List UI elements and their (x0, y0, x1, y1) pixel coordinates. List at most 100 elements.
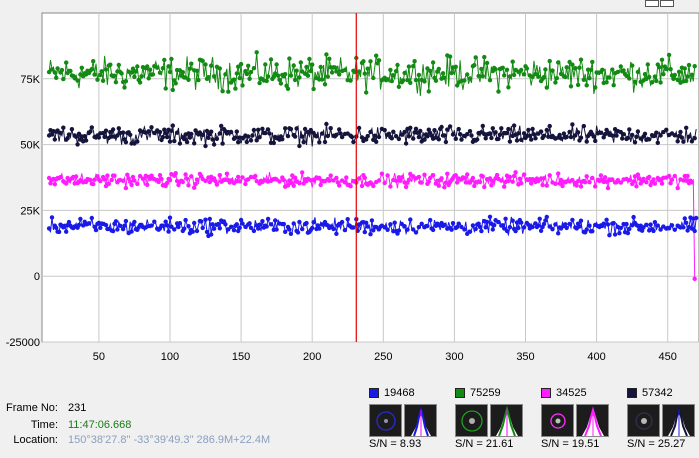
data-point (209, 232, 214, 237)
data-point (406, 134, 412, 139)
signal-to-noise: S/N = 25.27 (627, 438, 686, 450)
data-point (223, 222, 228, 227)
data-point (519, 181, 524, 186)
data-point (86, 221, 92, 226)
data-point (668, 181, 673, 186)
data-point (123, 79, 129, 84)
data-point (604, 217, 609, 222)
data-point (567, 129, 572, 135)
star-image-thumbnail[interactable] (369, 404, 402, 437)
data-point (530, 74, 535, 80)
data-point (324, 52, 329, 57)
x-tick-label: 150 (232, 351, 250, 363)
data-point (98, 225, 103, 230)
star-panel-4[interactable]: 57342 S/N = 25.27 (627, 387, 699, 458)
light-curve-chart[interactable]: 75K 50K 25K 0 -25000 50 100 150 200 250 300 350 400 4… (0, 0, 699, 368)
data-point (236, 64, 241, 69)
star-image-thumbnail[interactable] (627, 404, 660, 437)
data-point (538, 228, 544, 233)
data-point (177, 141, 183, 146)
series-line (46, 50, 697, 97)
data-point (598, 173, 604, 178)
data-point (408, 171, 413, 177)
star-image-thumbnail[interactable] (455, 404, 488, 437)
data-point (240, 83, 245, 88)
data-point (419, 180, 424, 185)
scroll-up-button[interactable] (645, 0, 659, 7)
data-point (675, 77, 680, 83)
data-point (123, 140, 129, 145)
data-point (176, 224, 181, 230)
data-point (123, 218, 129, 224)
data-point (49, 67, 55, 72)
star-color-swatch (541, 388, 551, 398)
data-point (317, 140, 322, 145)
scroll-down-button[interactable] (660, 0, 674, 7)
data-point (246, 134, 251, 139)
data-point (254, 138, 259, 143)
data-point (200, 132, 205, 138)
data-point (496, 136, 501, 141)
data-point (135, 64, 140, 69)
data-point (504, 228, 510, 234)
data-point (584, 174, 589, 179)
star-psf-thumbnail[interactable] (404, 404, 437, 437)
data-point (513, 228, 518, 234)
data-point (678, 129, 683, 135)
data-point (58, 174, 63, 180)
data-point (237, 179, 242, 184)
data-point (237, 225, 242, 230)
data-point (56, 229, 62, 235)
data-point (615, 69, 621, 75)
data-point (388, 67, 393, 73)
data-point (49, 215, 55, 220)
data-point (167, 69, 173, 75)
data-point (264, 78, 269, 84)
data-point (647, 74, 652, 80)
data-point (310, 225, 315, 231)
data-point (172, 227, 177, 232)
star-panel-3[interactable]: 34525 S/N = 19.51 (541, 387, 621, 458)
data-point (240, 135, 245, 141)
data-point (511, 123, 517, 128)
data-point (583, 180, 588, 185)
data-point (425, 223, 430, 229)
data-point (98, 72, 103, 78)
data-point (356, 176, 362, 181)
data-point (570, 62, 575, 67)
data-point (308, 127, 313, 133)
data-point (489, 135, 494, 141)
data-point (472, 62, 477, 68)
data-point (273, 218, 278, 223)
star-image-thumbnail[interactable] (541, 404, 574, 437)
data-point (526, 127, 531, 133)
data-point (305, 73, 311, 78)
data-point (302, 126, 308, 132)
data-point (480, 123, 485, 129)
data-point (73, 174, 79, 179)
data-point (374, 53, 379, 58)
data-point (155, 65, 160, 70)
data-point (364, 137, 369, 142)
star-panel-1[interactable]: 19468 S/N = 8.93 (369, 387, 449, 458)
data-point (368, 129, 373, 135)
x-tick-label: 350 (516, 351, 534, 363)
data-point (652, 74, 658, 79)
star-psf-thumbnail[interactable] (576, 404, 609, 437)
star-psf-thumbnail[interactable] (662, 404, 695, 437)
data-point (83, 138, 89, 143)
data-point (405, 77, 410, 83)
data-point (479, 228, 484, 234)
data-point (610, 67, 615, 72)
data-point (63, 181, 69, 186)
data-point (349, 134, 355, 140)
data-point (194, 177, 200, 182)
star-psf-thumbnail[interactable] (490, 404, 523, 437)
star-panel-2[interactable]: 75259 S/N = 21.61 (455, 387, 535, 458)
data-point (283, 72, 288, 77)
data-point (318, 64, 323, 70)
series-line (46, 121, 697, 149)
data-point (172, 138, 177, 144)
data-point (345, 217, 350, 222)
data-point (285, 183, 291, 188)
